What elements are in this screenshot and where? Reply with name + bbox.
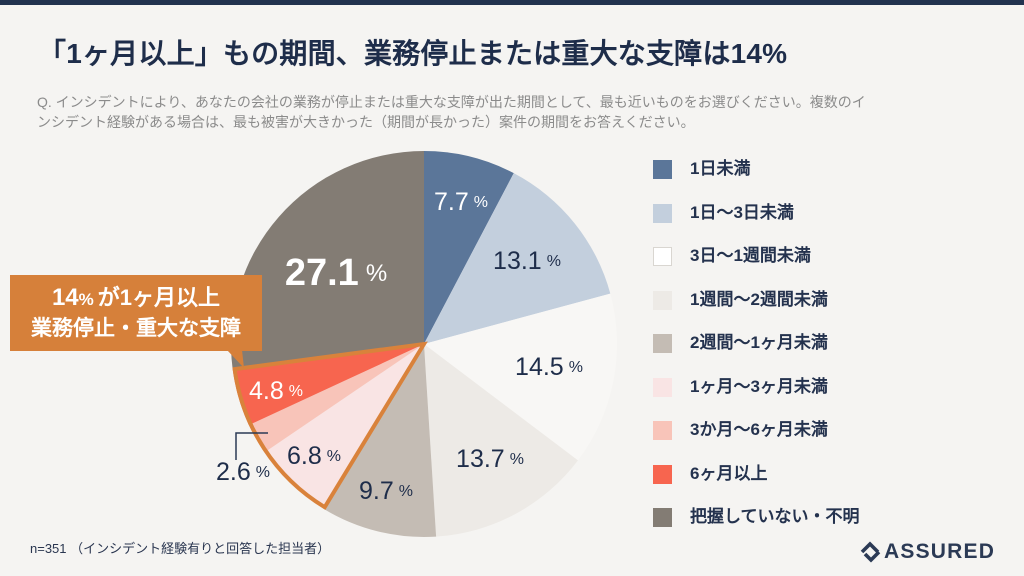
legend-swatch	[653, 247, 672, 266]
data-label-value: 9.7	[359, 477, 394, 505]
data-label-2: 13.1%	[493, 247, 561, 275]
data-label-5: 9.7%	[359, 477, 413, 505]
data-label-unit: %	[289, 383, 303, 400]
data-label-value: 6.8	[287, 442, 322, 470]
callout-number: 14	[51, 284, 79, 311]
assured-logo-icon	[860, 541, 881, 563]
pie-slice-3	[424, 293, 617, 461]
pie-labels: 7.7 %13.1 %14.5 %13.7 %9.7 %6.8 %2.6 %4.8 %27.1%	[216, 188, 583, 505]
callout-line-1: 14% が1ヶ月以上	[10, 284, 262, 314]
assured-logo: ASSURED	[860, 538, 1020, 566]
callout-pointer	[227, 350, 244, 368]
data-label-unit: %	[327, 448, 341, 465]
data-label-unit: %	[569, 359, 583, 376]
leader-line-2-6	[235, 432, 268, 460]
legend-label: 3日〜1週間未満	[690, 246, 811, 265]
legend-swatch	[653, 203, 672, 223]
legend-label: 3か月〜6ヶ月未満	[690, 420, 828, 439]
legend-label: 1ヶ月〜3ヶ月未満	[690, 376, 828, 396]
data-label-value: 2.6	[216, 458, 251, 486]
pie-slice-4	[424, 344, 578, 537]
legend-item: 1週間〜2週間未満	[653, 289, 953, 311]
legend-item: 1ヶ月〜3ヶ月未満	[653, 376, 953, 398]
legend-item: 3日〜1週間未満	[653, 246, 953, 267]
data-label-4: 13.7%	[456, 445, 524, 473]
callout-box: 14% が1ヶ月以上 業務停止・重大な支障	[10, 275, 262, 351]
logo-text: ASSURED	[884, 540, 996, 563]
legend-swatch	[653, 508, 672, 527]
data-label-value: 7.7	[434, 188, 469, 216]
legend-label: 2週間〜1ヶ月未満	[690, 333, 828, 352]
legend-swatch	[653, 421, 672, 440]
sample-footnote: n=351 （インシデント経験有りと回答した担当者）	[30, 541, 331, 556]
data-label-value: 27.1	[285, 252, 359, 294]
legend-item: 1日〜3日未満	[653, 202, 953, 224]
data-label-value: 14.5	[515, 353, 564, 381]
data-label-6: 6.8%	[287, 442, 341, 470]
data-label-unit: %	[399, 483, 413, 500]
pie-slice-5	[323, 344, 437, 537]
question-text: Q. インシデントにより、あなたの会社の業務が停止または重大な支障が出た期間とし…	[37, 92, 997, 132]
legend-swatch	[653, 290, 672, 310]
legend-swatch	[653, 464, 672, 484]
legend-item: 3か月〜6ヶ月未満	[653, 420, 953, 441]
callout-text: が1ヶ月以上	[97, 285, 221, 310]
data-label-7: 2.6%	[216, 458, 270, 486]
data-label-unit: %	[256, 464, 270, 481]
pie-slices	[231, 151, 617, 537]
highlight-group	[232, 341, 428, 510]
question-line-2: ンシデント経験がある場合は、最も被害が大きかった（期間が長かった）案件の期間をお…	[37, 114, 695, 130]
data-label-8: 4.8%	[249, 377, 303, 405]
pie-slice-2	[424, 173, 611, 344]
data-label-value: 13.1	[493, 247, 542, 275]
legend-label: 1日未満	[690, 159, 751, 178]
legend-item: 2週間〜1ヶ月未満	[653, 333, 953, 354]
pie-slice-1	[424, 151, 514, 344]
pie-slice-6	[264, 344, 424, 509]
pie-slice-9	[231, 151, 424, 370]
callout-percent: %	[78, 290, 94, 309]
data-label-unit: %	[510, 451, 524, 468]
legend-item: 6ヶ月以上	[653, 463, 953, 485]
legend-swatch	[653, 377, 672, 397]
legend-label: 把握していない・不明	[690, 507, 860, 526]
data-label-unit: %	[366, 260, 387, 287]
data-label-value: 13.7	[456, 445, 505, 473]
legend-swatch	[653, 160, 672, 179]
legend-item: 把握していない・不明	[653, 507, 953, 528]
data-label-unit: %	[474, 194, 488, 211]
legend-label: 1日〜3日未満	[690, 202, 794, 222]
pie-slice-7	[248, 344, 424, 453]
legend-label: 6ヶ月以上	[690, 463, 768, 483]
question-line-1: Q. インシデントにより、あなたの会社の業務が停止または重大な支障が出た期間とし…	[37, 94, 866, 110]
highlight-outline	[232, 341, 428, 510]
callout-line-2: 業務停止・重大な支障	[31, 317, 241, 340]
page-title: 「1ヶ月以上」もの期間、業務停止または重大な支障は14%	[38, 38, 788, 69]
legend-label: 1週間〜2週間未満	[690, 289, 828, 309]
data-label-value: 4.8	[249, 377, 284, 405]
data-label-unit: %	[547, 253, 561, 270]
legend-item: 1日未満	[653, 159, 953, 180]
legend-swatch	[653, 334, 672, 353]
data-label-1: 7.7%	[434, 188, 488, 216]
top-bar	[0, 0, 1024, 5]
data-label-9: 27.1%	[285, 252, 387, 294]
data-label-3: 14.5%	[515, 353, 583, 381]
